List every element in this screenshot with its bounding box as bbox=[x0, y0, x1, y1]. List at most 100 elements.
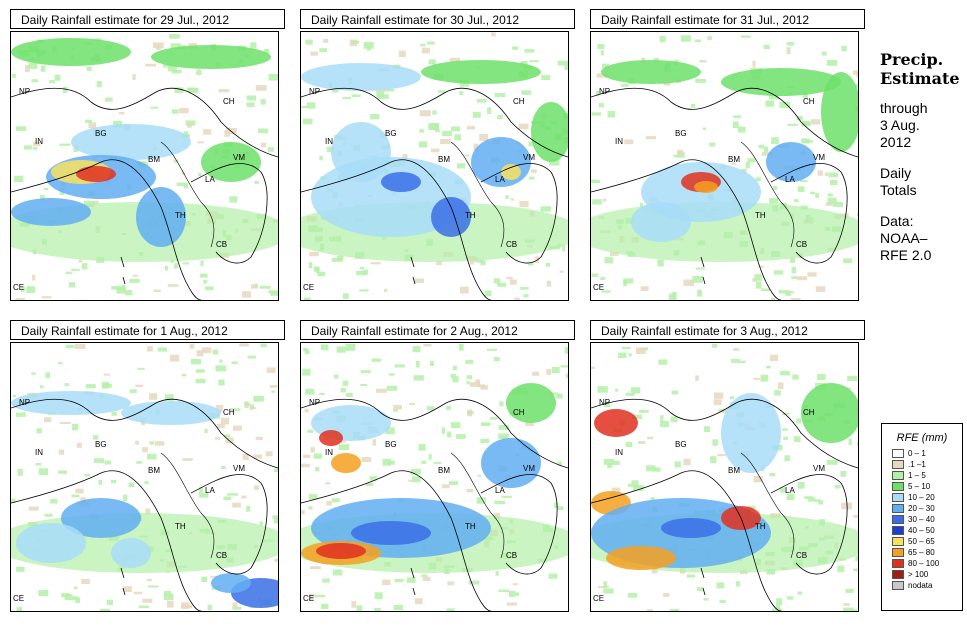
map-label-vm: VM bbox=[233, 153, 245, 162]
legend-swatch bbox=[892, 526, 904, 535]
legend-item: .1 –1 bbox=[892, 459, 962, 470]
legend-title: RFE (mm) bbox=[896, 432, 948, 444]
map-label-la: LA bbox=[785, 486, 795, 495]
legend-swatch bbox=[892, 471, 904, 480]
rainfall-map: NP CH BG IN BM VM LA TH CB CE bbox=[590, 31, 859, 301]
map-label-in: IN bbox=[615, 448, 623, 457]
legend-label: 5 – 10 bbox=[908, 482, 931, 491]
sidebar-data-line2: NOAA– bbox=[880, 230, 928, 246]
sidebar-data-line1: Data: bbox=[880, 213, 914, 229]
legend-swatch bbox=[892, 449, 904, 458]
legend-item: 10 – 20 bbox=[892, 492, 962, 503]
map-label-cb: CB bbox=[216, 551, 227, 560]
map-label-vm: VM bbox=[523, 153, 535, 162]
map-label-np: NP bbox=[19, 398, 30, 407]
map-label-th: TH bbox=[755, 522, 766, 531]
rainfall-map: NP CH BG IN BM VM LA TH CB CE bbox=[10, 31, 279, 301]
map-label-ce: CE bbox=[303, 594, 314, 603]
rainfall-map: NP CH BG IN BM VM LA TH CB CE bbox=[300, 31, 569, 301]
map-label-bg: BG bbox=[675, 129, 687, 138]
map-label-th: TH bbox=[465, 522, 476, 531]
sidebar-title-line1: Precip. bbox=[880, 50, 944, 69]
map-label-ch: CH bbox=[803, 97, 815, 106]
legend-label: 1 – 5 bbox=[908, 471, 926, 480]
sidebar-date-line2: 2012 bbox=[880, 134, 912, 150]
legend-item: 50 – 65 bbox=[892, 536, 962, 547]
map-label-ch: CH bbox=[513, 97, 525, 106]
panel-title: Daily Rainfall estimate for 3 Aug., 2012 bbox=[590, 320, 865, 340]
sidebar-date-line1: 3 Aug. bbox=[880, 117, 920, 133]
legend-item: 20 – 30 bbox=[892, 503, 962, 514]
legend-swatch bbox=[892, 570, 904, 579]
legend-item: 5 – 10 bbox=[892, 481, 962, 492]
legend-label: 30 – 40 bbox=[908, 515, 935, 524]
legend-label: 10 – 20 bbox=[908, 493, 935, 502]
map-label-bg: BG bbox=[385, 440, 397, 449]
sidebar-title-line2: Estimate bbox=[880, 69, 960, 88]
map-label-ce: CE bbox=[303, 283, 314, 292]
map-label-th: TH bbox=[175, 211, 186, 220]
rainfall-map-graphic: NP CH BG IN BM VM LA TH CB CE bbox=[301, 343, 568, 611]
map-label-la: LA bbox=[495, 175, 505, 184]
legend-item: 1 – 5 bbox=[892, 470, 962, 481]
map-label-bm: BM bbox=[438, 466, 450, 475]
rainfall-map: NP CH BG IN BM VM LA TH CB CE bbox=[10, 342, 279, 612]
legend-label: 20 – 30 bbox=[908, 504, 935, 513]
map-label-bg: BG bbox=[675, 440, 687, 449]
legend-swatch bbox=[892, 559, 904, 568]
map-label-bg: BG bbox=[385, 129, 397, 138]
legend-label: nodata bbox=[908, 581, 933, 590]
legend-swatch bbox=[892, 460, 904, 469]
legend-item: 30 – 40 bbox=[892, 514, 962, 525]
legend-label: .1 –1 bbox=[908, 460, 926, 469]
legend-label: 0 – 1 bbox=[908, 449, 926, 458]
map-label-ce: CE bbox=[13, 283, 24, 292]
map-label-ce: CE bbox=[593, 283, 604, 292]
map-label-th: TH bbox=[175, 522, 186, 531]
map-label-vm: VM bbox=[233, 464, 245, 473]
panel-title: Daily Rainfall estimate for 2 Aug., 2012 bbox=[300, 320, 575, 340]
legend-label: 80 – 100 bbox=[908, 559, 940, 568]
sidebar-through: through bbox=[880, 100, 928, 116]
map-label-ch: CH bbox=[223, 97, 235, 106]
map-label-cb: CB bbox=[216, 240, 227, 249]
legend-item: 80 – 100 bbox=[892, 558, 962, 569]
rainfall-map-graphic: NP CH BG IN BM VM LA TH CB CE bbox=[11, 343, 278, 611]
map-label-cb: CB bbox=[796, 551, 807, 560]
panel-title: Daily Rainfall estimate for 1 Aug., 2012 bbox=[10, 320, 285, 340]
map-label-ce: CE bbox=[593, 594, 604, 603]
map-label-vm: VM bbox=[813, 464, 825, 473]
legend-swatch bbox=[892, 548, 904, 557]
map-label-th: TH bbox=[755, 211, 766, 220]
rainfall-map: NP CH BG IN BM VM LA TH CB CE bbox=[300, 342, 569, 612]
map-label-ch: CH bbox=[513, 408, 525, 417]
panel-title: Daily Rainfall estimate for 30 Jul., 201… bbox=[300, 9, 575, 29]
map-label-th: TH bbox=[465, 211, 476, 220]
map-label-bm: BM bbox=[438, 155, 450, 164]
map-label-np: NP bbox=[599, 87, 610, 96]
legend-item: > 100 bbox=[892, 569, 962, 580]
legend-item: nodata bbox=[892, 580, 962, 591]
map-label-cb: CB bbox=[506, 240, 517, 249]
map-label-in: IN bbox=[35, 137, 43, 146]
map-label-bm: BM bbox=[728, 155, 740, 164]
rainfall-map: NP CH BG IN BM VM LA TH CB CE bbox=[590, 342, 859, 612]
sidebar-info: Precip. Estimate through 3 Aug. 2012 Dai… bbox=[880, 50, 965, 264]
map-label-in: IN bbox=[325, 448, 333, 457]
legend-label: 50 – 65 bbox=[908, 537, 935, 546]
map-label-np: NP bbox=[599, 398, 610, 407]
map-label-np: NP bbox=[309, 87, 320, 96]
rainfall-map-graphic: NP CH BG IN BM VM LA TH CB CE bbox=[591, 343, 858, 611]
legend-label: 65 – 80 bbox=[908, 548, 935, 557]
map-label-vm: VM bbox=[523, 464, 535, 473]
map-label-ce: CE bbox=[13, 594, 24, 603]
map-label-bg: BG bbox=[95, 440, 107, 449]
map-label-bm: BM bbox=[148, 466, 160, 475]
map-label-bm: BM bbox=[728, 466, 740, 475]
rainfall-map-graphic: NP CH BG IN BM VM LA TH CB CE bbox=[11, 34, 278, 300]
map-label-in: IN bbox=[35, 448, 43, 457]
rfe-legend: RFE (mm) 0 – 1 .1 –1 1 – 5 5 – 10 10 – 20 20 … bbox=[881, 423, 963, 611]
legend-item: 40 – 50 bbox=[892, 525, 962, 536]
map-label-in: IN bbox=[325, 137, 333, 146]
map-label-bg: BG bbox=[95, 129, 107, 138]
